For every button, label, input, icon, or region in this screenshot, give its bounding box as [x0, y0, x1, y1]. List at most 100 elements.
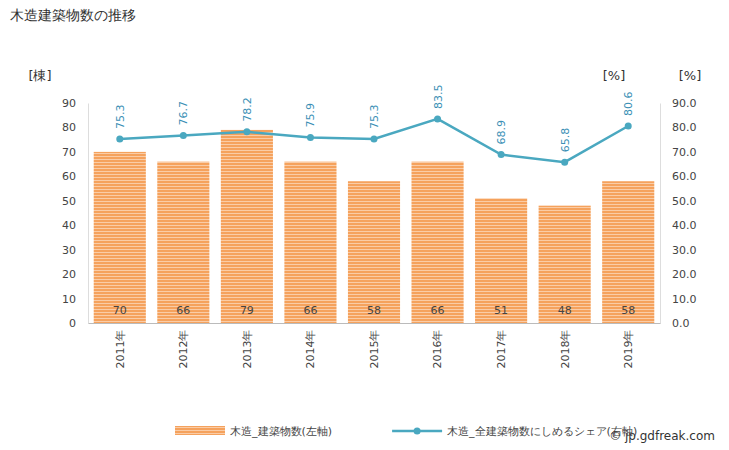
y-tick-label: 70: [62, 146, 76, 159]
line-label: 76.7: [177, 101, 190, 126]
y2-tick-label: 60.0: [672, 170, 697, 183]
legend-item: 木造_全建築物数にしめるシェア(右軸): [392, 425, 637, 438]
point: [180, 132, 187, 139]
x-tick-label: 2019年: [622, 330, 635, 369]
y2-tick: 60.0: [660, 170, 697, 183]
y2-tick-label: 0.0: [672, 317, 690, 330]
point: [116, 135, 123, 142]
line-label: 75.3: [114, 104, 127, 129]
point: [243, 128, 250, 135]
y-tick: 90: [62, 97, 88, 110]
point: [561, 159, 568, 166]
line-label: 75.3: [368, 104, 381, 129]
line-label: 65.8: [559, 128, 572, 152]
y-tick: 30: [62, 244, 88, 257]
line-label: 80.6: [622, 91, 635, 116]
bar: [348, 181, 400, 323]
point: [434, 115, 441, 122]
x-tick: 2012年: [177, 323, 190, 369]
bar-label: 66: [431, 304, 445, 317]
y-tick-label: 90: [62, 97, 76, 110]
x-tick-label: 2012年: [177, 330, 190, 369]
y-tick: 10: [62, 293, 88, 306]
y2-tick: 50.0: [660, 195, 697, 208]
y2-tick: 40.0: [660, 219, 697, 232]
bar-label: 66: [176, 304, 190, 317]
annotation: [%]: [603, 68, 626, 83]
y2-tick: 20.0: [660, 268, 697, 281]
bar-label: 58: [367, 304, 381, 317]
y-tick: 20: [62, 268, 88, 281]
bar: [475, 198, 527, 323]
x-tick-label: 2014年: [304, 330, 317, 369]
x-tick-label: 2018年: [559, 330, 572, 369]
x-tick: 2011年: [114, 323, 127, 369]
bar: [539, 206, 591, 323]
line-label: 78.2: [241, 97, 254, 122]
y2-tick-label: 30.0: [672, 244, 697, 257]
bar: [602, 181, 654, 323]
chart: 0 10 20 30 40 50 60 70 80 90 0.0 10.0 20.0 30.0 40.0 50…: [0, 0, 729, 450]
y-tick-label: 50: [62, 195, 76, 208]
legend: 木造_建築物数(左軸) 木造_全建築物数にしめるシェア(右軸): [175, 425, 637, 438]
y-tick: 60: [62, 170, 88, 183]
plot: 0 10 20 30 40 50 60 70 80 90 0.0 10.0 20.0 30.0 40.0 50…: [62, 84, 697, 368]
y2-tick: 0.0: [660, 317, 690, 330]
bar: [94, 152, 146, 323]
y-tick: 0: [69, 317, 88, 330]
x-axis: 2011年2012年2013年2014年2015年2016年2017年2018年…: [89, 323, 661, 369]
bar-label: 79: [240, 304, 254, 317]
y2-tick: 30.0: [660, 244, 697, 257]
y2-tick-label: 10.0: [672, 293, 697, 306]
x-tick-label: 2017年: [495, 330, 508, 369]
bar-label: 66: [303, 304, 317, 317]
y2-axis: 0.0 10.0 20.0 30.0 40.0 50.0 60.0 70.0 80.0 90.0: [660, 97, 697, 330]
y2-tick: 80.0: [660, 121, 697, 134]
legend-swatch: [175, 426, 225, 435]
x-tick-label: 2013年: [241, 330, 254, 369]
y2-tick-label: 20.0: [672, 268, 697, 281]
point: [498, 151, 505, 158]
x-tick-label: 2015年: [368, 330, 381, 369]
y-tick: 80: [62, 121, 88, 134]
bar-label: 51: [494, 304, 508, 317]
y2-tick-label: 50.0: [672, 195, 697, 208]
x-tick: 2018年: [559, 323, 572, 369]
point: [307, 134, 314, 141]
x-tick: 2017年: [495, 323, 508, 369]
x-tick: 2019年: [622, 323, 635, 369]
bar: [157, 162, 209, 323]
point: [625, 122, 632, 129]
legend-item: 木造_建築物数(左軸): [175, 425, 332, 438]
bar: [221, 130, 273, 323]
y-tick: 50: [62, 195, 88, 208]
point: [371, 135, 378, 142]
y2-tick: 70.0: [660, 146, 697, 159]
y2-tick-label: 80.0: [672, 121, 697, 134]
title: 木造建築物数の推移: [10, 7, 136, 23]
y-tick-label: 60: [62, 170, 76, 183]
y2-axis-label: [%]: [679, 68, 702, 83]
y-tick-label: 80: [62, 121, 76, 134]
y-tick: 70: [62, 146, 88, 159]
y2-axis-line: [660, 104, 661, 324]
y2-tick-label: 70.0: [672, 146, 697, 159]
x-tick: 2013年: [241, 323, 254, 369]
line-label: 68.9: [495, 120, 508, 145]
y-axis-label: [棟]: [28, 68, 51, 83]
line-label: 83.5: [432, 84, 445, 109]
legend-marker: [414, 428, 421, 435]
line-label: 75.9: [304, 103, 317, 128]
credit: © jp.gdfreak.com: [609, 429, 715, 443]
y2-tick: 10.0: [660, 293, 697, 306]
bar-label: 70: [113, 304, 127, 317]
y-tick-label: 40: [62, 219, 76, 232]
x-axis-line: [89, 323, 661, 324]
y-axis-line: [88, 104, 89, 324]
x-tick: 2014年: [304, 323, 317, 369]
bar-label: 58: [621, 304, 635, 317]
y2-tick-label: 90.0: [672, 97, 697, 110]
y-tick-label: 10: [62, 293, 76, 306]
data-labels: 70667966586651485875.376.778.275.975.383…: [113, 84, 635, 317]
legend-label: 木造_建築物数(左軸): [230, 425, 332, 438]
